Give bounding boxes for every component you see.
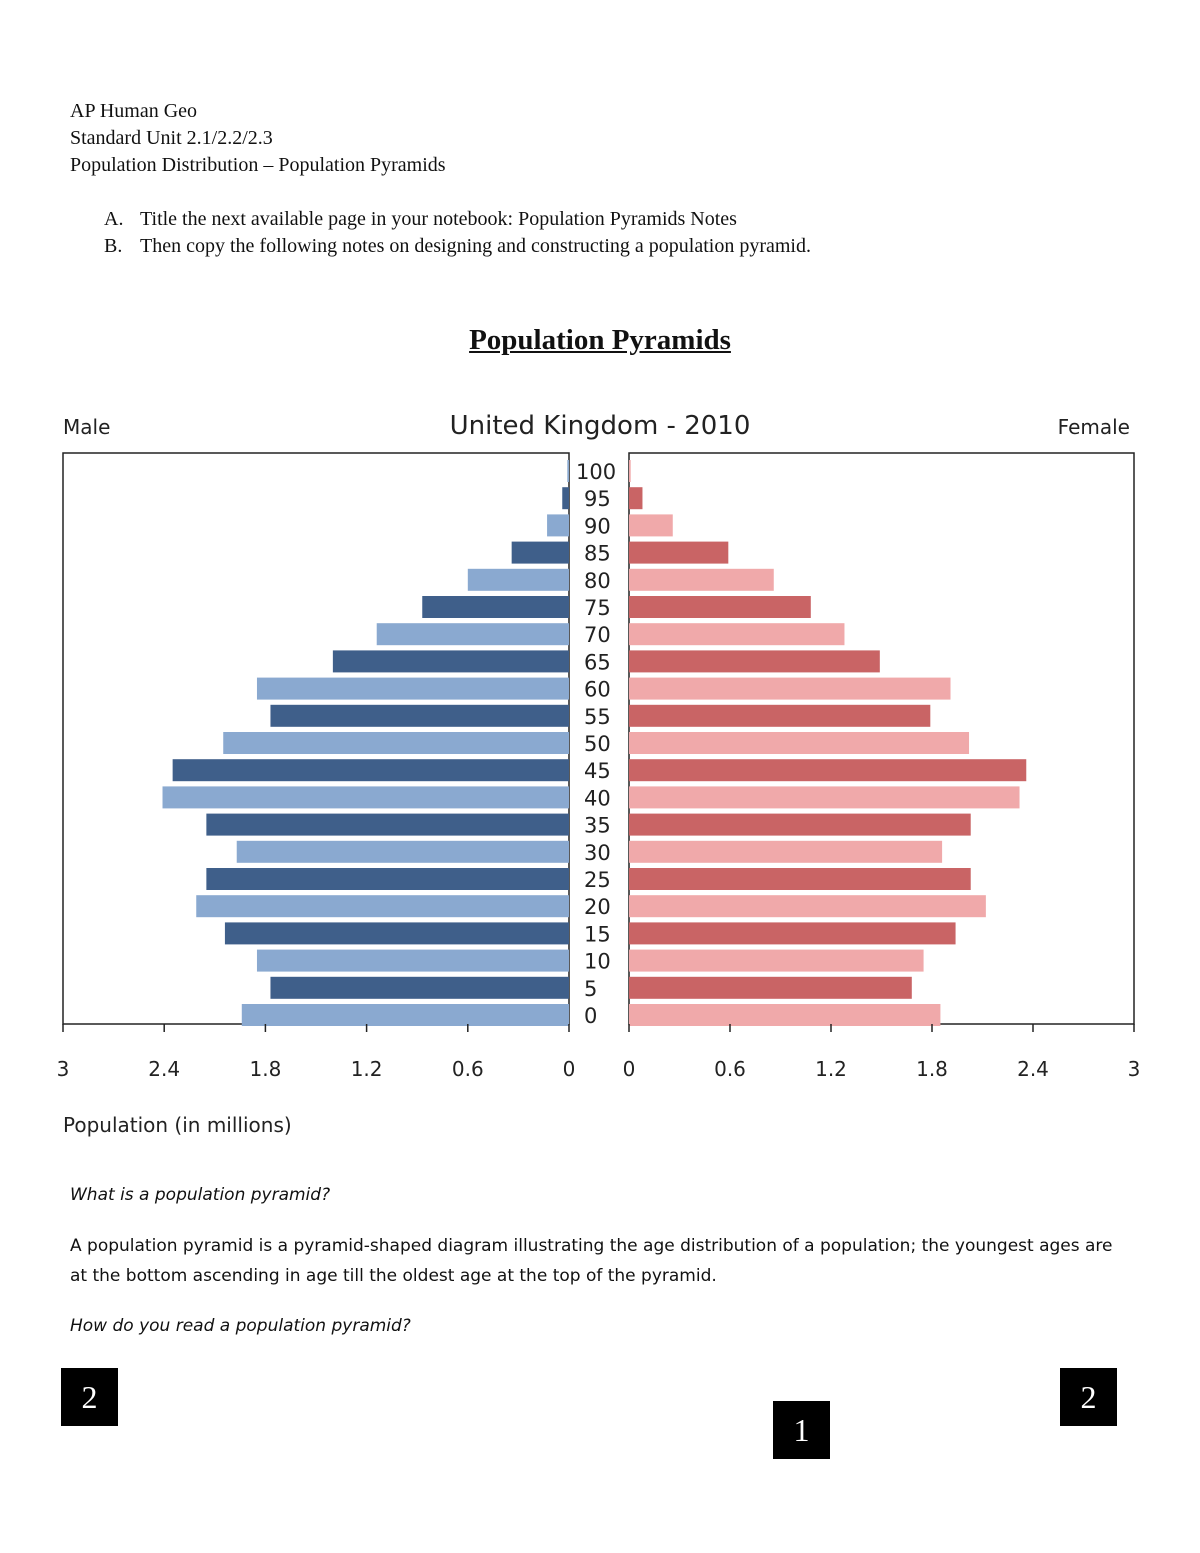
female-bar-30	[629, 840, 943, 863]
female-tick-label-0.6: 0.6	[714, 1057, 746, 1081]
male-tick-label-1.8: 1.8	[249, 1057, 281, 1081]
female-bar-70	[629, 623, 845, 646]
population-pyramid-chart: Male United Kingdom - 2010 Female 100959…	[57, 411, 1141, 1137]
male-bar-90	[547, 514, 569, 537]
male-bar-95	[562, 487, 569, 510]
female-tick-label-0: 0	[623, 1057, 636, 1081]
male-bar-80	[467, 568, 569, 591]
answer-what: A population pyramid is a pyramid-shaped…	[70, 1236, 1113, 1286]
male-bar-30	[236, 840, 569, 863]
age-label-50: 50	[584, 732, 611, 756]
male-tick-label-2.4: 2.4	[148, 1057, 180, 1081]
page-marker-left: 2	[61, 1368, 118, 1426]
male-bar-40	[162, 786, 569, 809]
male-bar-85	[511, 541, 569, 564]
age-label-80: 80	[584, 569, 611, 593]
female-bar-20	[629, 895, 986, 918]
male-bar-45	[172, 759, 569, 782]
male-bar-65	[332, 650, 569, 673]
female-bar-25	[629, 868, 971, 890]
male-bar-10	[256, 949, 569, 972]
instruction-list: A. Title the next available page in your …	[104, 206, 811, 260]
topic-label: Population Distribution – Population Pyr…	[70, 154, 446, 176]
male-label: Male	[63, 415, 110, 439]
male-bar-20	[196, 895, 569, 918]
female-tick-label-1.2: 1.2	[815, 1057, 847, 1081]
male-tick-label-1.2: 1.2	[351, 1057, 383, 1081]
instruction-item: B. Then copy the following notes on desig…	[104, 235, 811, 257]
age-label-40: 40	[584, 786, 611, 810]
female-bar-10	[629, 949, 924, 972]
female-bar-5	[629, 976, 912, 999]
female-tick-label-1.8: 1.8	[916, 1057, 948, 1081]
female-bar-0	[629, 1004, 941, 1026]
age-label-30: 30	[584, 841, 611, 865]
x-axis-label: Population (in millions)	[63, 1113, 292, 1137]
age-label-20: 20	[584, 895, 611, 919]
female-bar-60	[629, 677, 951, 700]
male-bar-15	[224, 922, 570, 945]
age-label-70: 70	[584, 623, 611, 647]
age-label-60: 60	[584, 678, 611, 702]
male-bar-60	[256, 677, 569, 700]
age-label-35: 35	[584, 814, 611, 838]
female-bar-75	[629, 596, 811, 618]
age-label-55: 55	[584, 705, 611, 729]
age-label-85: 85	[584, 542, 611, 566]
female-bar-35	[629, 813, 971, 836]
chart-title: United Kingdom - 2010	[450, 411, 751, 441]
female-bar-95	[629, 487, 643, 510]
age-label-90: 90	[584, 514, 611, 538]
age-label-95: 95	[584, 487, 611, 511]
female-bar-90	[629, 514, 673, 537]
age-label-10: 10	[584, 950, 611, 974]
female-bar-45	[629, 759, 1027, 782]
female-bar-100	[629, 460, 631, 482]
female-label: Female	[1058, 415, 1130, 439]
instruction-item: A. Title the next available page in your …	[104, 208, 737, 230]
question-how: How do you read a population pyramid?	[70, 1316, 411, 1336]
question-what: What is a population pyramid?	[70, 1185, 331, 1205]
male-bar-0	[241, 1004, 569, 1026]
female-bar-40	[629, 786, 1020, 809]
female-bar-65	[629, 650, 880, 673]
age-label-65: 65	[584, 650, 611, 674]
female-bar-50	[629, 732, 970, 754]
female-bar-55	[629, 704, 931, 727]
male-tick-label-0.6: 0.6	[452, 1057, 484, 1081]
female-tick-label-3: 3	[1128, 1057, 1141, 1081]
page-marker-center: 1	[773, 1401, 830, 1459]
page-marker-right: 2	[1060, 1368, 1117, 1426]
age-label-0: 0	[584, 1004, 597, 1028]
page-title: Population Pyramids	[469, 324, 731, 356]
age-label-5: 5	[584, 977, 597, 1001]
male-bar-50	[223, 732, 569, 754]
male-tick-label-0: 0	[563, 1057, 576, 1081]
female-bar-85	[629, 541, 729, 564]
age-label-100: 100	[576, 460, 616, 484]
male-bar-25	[206, 868, 569, 890]
male-bar-70	[376, 623, 569, 646]
male-bar-55	[270, 704, 569, 727]
male-bar-35	[206, 813, 569, 836]
course-name: AP Human Geo	[70, 100, 198, 122]
age-label-15: 15	[584, 922, 611, 946]
female-tick-label-2.4: 2.4	[1017, 1057, 1049, 1081]
male-bar-75	[422, 596, 569, 618]
female-bar-80	[629, 568, 774, 591]
male-bar-5	[270, 976, 569, 999]
female-bar-15	[629, 922, 956, 945]
male-bar-100	[567, 460, 569, 482]
age-label-45: 45	[584, 759, 611, 783]
unit-label: Standard Unit 2.1/2.2/2.3	[70, 127, 273, 149]
age-label-75: 75	[584, 596, 611, 620]
male-tick-label-3: 3	[57, 1057, 70, 1081]
age-label-25: 25	[584, 868, 611, 892]
